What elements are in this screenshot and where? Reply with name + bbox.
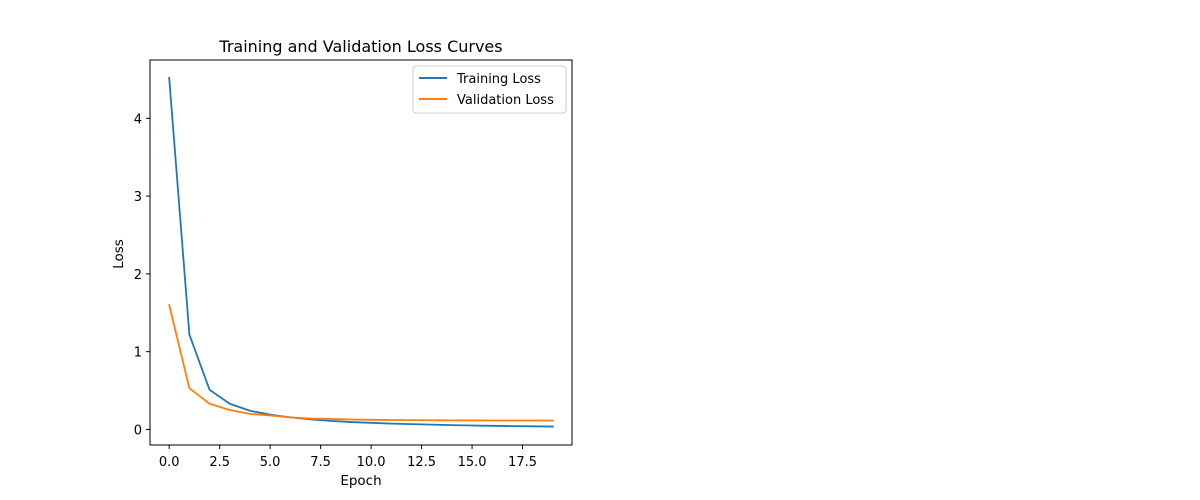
- x-tick-label: 7.5: [310, 455, 331, 470]
- x-tick-label: 17.5: [508, 455, 537, 470]
- x-tick-label: 5.0: [260, 455, 281, 470]
- x-axis-ticks: 0.0 2.5 5.0 7.5 10.0 12.5 15.0 17.5: [159, 445, 537, 470]
- x-tick-label: 15.0: [458, 455, 487, 470]
- y-tick-label: 4: [134, 112, 142, 127]
- y-tick-label: 1: [134, 346, 142, 361]
- x-tick-label: 2.5: [209, 455, 230, 470]
- legend-label-training: Training Loss: [456, 72, 541, 87]
- series-lines: [168, 76, 554, 428]
- validation-loss-line: [168, 303, 554, 422]
- legend: Training Loss Validation Loss: [412, 65, 567, 114]
- plot-frame: [149, 59, 573, 446]
- y-tick-label: 3: [134, 190, 142, 205]
- chart-title: Training and Validation Loss Curves: [218, 37, 502, 56]
- legend-label-validation: Validation Loss: [457, 93, 554, 108]
- training-loss-line: [168, 76, 554, 428]
- y-tick-label: 2: [134, 268, 142, 283]
- x-tick-label: 10.0: [357, 455, 386, 470]
- y-axis-ticks: 0 1 2 3 4: [134, 112, 150, 438]
- x-tick-label: 0.0: [159, 455, 180, 470]
- y-axis-label: Loss: [111, 239, 127, 269]
- x-tick-label: 12.5: [407, 455, 436, 470]
- legend-box: [412, 65, 567, 114]
- x-axis-label: Epoch: [340, 473, 381, 489]
- y-tick-label: 0: [134, 423, 142, 438]
